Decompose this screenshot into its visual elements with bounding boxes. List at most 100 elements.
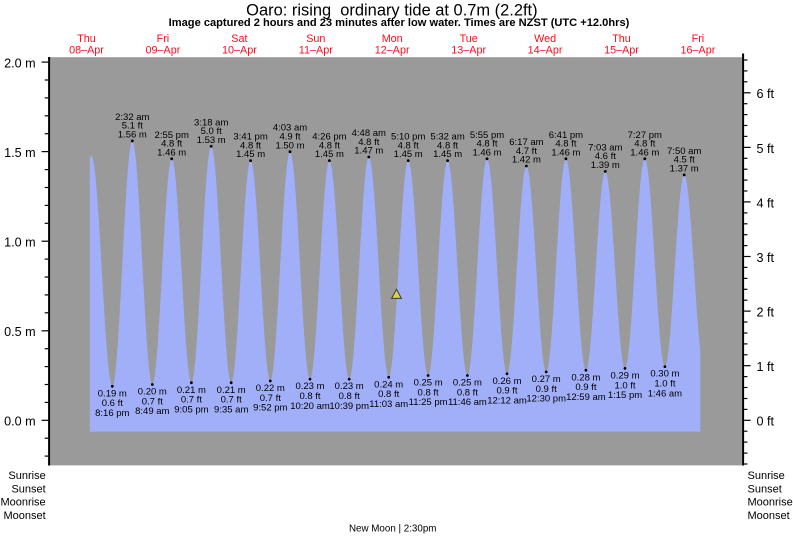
svg-text:Image captured 2 hours and 23: Image captured 2 hours and 23 minutes af…: [169, 17, 630, 29]
svg-text:0.8 ft: 0.8 ft: [457, 387, 478, 398]
svg-text:9:05 pm: 9:05 pm: [174, 404, 208, 415]
svg-text:0.9 ft: 0.9 ft: [575, 382, 596, 393]
svg-text:Sat: Sat: [231, 33, 247, 45]
svg-text:4.8 ft: 4.8 ft: [634, 139, 655, 150]
svg-text:0.19 m: 0.19 m: [98, 388, 127, 399]
svg-text:4.8 ft: 4.8 ft: [476, 139, 497, 150]
svg-text:6:17 am: 6:17 am: [509, 137, 543, 148]
svg-text:Sunset: Sunset: [11, 483, 45, 495]
svg-text:9:35 am: 9:35 am: [214, 404, 248, 415]
svg-text:0.29 m: 0.29 m: [610, 371, 639, 382]
svg-text:Moonrise: Moonrise: [0, 497, 45, 509]
svg-text:4 ft: 4 ft: [757, 196, 775, 210]
svg-text:0.30 m: 0.30 m: [650, 369, 679, 380]
svg-text:0.0 m: 0.0 m: [4, 415, 36, 429]
svg-text:0.23 m: 0.23 m: [295, 381, 324, 392]
svg-text:1.46 m: 1.46 m: [157, 147, 186, 158]
svg-text:1.46 m: 1.46 m: [551, 147, 580, 158]
svg-text:4.8 ft: 4.8 ft: [240, 140, 261, 151]
svg-text:Moonrise: Moonrise: [748, 497, 793, 509]
svg-text:12:59 am: 12:59 am: [566, 392, 606, 403]
svg-text:Fri: Fri: [157, 33, 170, 45]
svg-text:4:03 am: 4:03 am: [273, 123, 307, 134]
svg-text:0.5 m: 0.5 m: [4, 325, 36, 339]
svg-text:4.6 ft: 4.6 ft: [595, 151, 616, 162]
svg-text:3 ft: 3 ft: [757, 251, 775, 265]
svg-text:8:49 am: 8:49 am: [135, 406, 169, 417]
svg-text:Thu: Thu: [612, 33, 631, 45]
svg-text:1.37 m: 1.37 m: [670, 164, 699, 175]
svg-text:1.56 m: 1.56 m: [118, 130, 147, 141]
svg-text:0.8 ft: 0.8 ft: [339, 391, 360, 402]
svg-text:0.7 ft: 0.7 ft: [221, 395, 242, 406]
svg-text:0.26 m: 0.26 m: [492, 376, 521, 387]
svg-text:9:52 pm: 9:52 pm: [253, 403, 287, 414]
svg-text:4.8 ft: 4.8 ft: [358, 137, 379, 148]
svg-text:0.20 m: 0.20 m: [138, 387, 167, 398]
svg-text:Wed: Wed: [534, 33, 556, 45]
svg-text:4.7 ft: 4.7 ft: [516, 146, 537, 157]
svg-text:5 ft: 5 ft: [757, 142, 775, 156]
svg-text:Sunset: Sunset: [748, 483, 782, 495]
svg-text:0.25 m: 0.25 m: [453, 378, 482, 389]
svg-text:0.24 m: 0.24 m: [374, 379, 403, 390]
svg-text:0.21 m: 0.21 m: [177, 385, 206, 396]
svg-text:14–Apr: 14–Apr: [528, 45, 563, 57]
svg-text:4.8 ft: 4.8 ft: [319, 140, 340, 151]
svg-text:5:32 am: 5:32 am: [430, 132, 464, 143]
svg-text:New Moon | 2:30pm: New Moon | 2:30pm: [349, 524, 437, 535]
svg-text:12:12 am: 12:12 am: [487, 395, 527, 406]
svg-text:10:39 pm: 10:39 pm: [329, 401, 369, 412]
svg-text:1.45 m: 1.45 m: [236, 149, 265, 160]
svg-text:1:15 pm: 1:15 pm: [608, 390, 642, 401]
svg-text:Moonset: Moonset: [748, 510, 790, 522]
svg-text:10:20 am: 10:20 am: [290, 401, 330, 412]
svg-text:4.8 ft: 4.8 ft: [437, 140, 458, 151]
svg-text:Fri: Fri: [692, 33, 705, 45]
svg-text:4.8 ft: 4.8 ft: [161, 139, 182, 150]
svg-text:1.45 m: 1.45 m: [433, 149, 462, 160]
svg-text:6 ft: 6 ft: [757, 87, 775, 101]
svg-text:3:18 am: 3:18 am: [194, 117, 228, 128]
svg-text:8:16 pm: 8:16 pm: [95, 408, 129, 419]
svg-text:7:03 am: 7:03 am: [588, 142, 622, 153]
svg-text:4:48 am: 4:48 am: [352, 128, 386, 139]
svg-text:0.9 ft: 0.9 ft: [496, 386, 517, 397]
svg-text:1 ft: 1 ft: [757, 360, 775, 374]
svg-text:0.22 m: 0.22 m: [256, 383, 285, 394]
svg-text:4.9 ft: 4.9 ft: [279, 132, 300, 143]
svg-text:Sun: Sun: [306, 33, 325, 45]
svg-text:7:50 am: 7:50 am: [667, 146, 701, 157]
svg-text:11:46 am: 11:46 am: [448, 397, 487, 408]
svg-text:11:25 pm: 11:25 pm: [409, 397, 448, 408]
svg-text:12:30 pm: 12:30 pm: [526, 394, 566, 405]
svg-text:Sunrise: Sunrise: [748, 470, 785, 482]
svg-text:1:46 am: 1:46 am: [648, 388, 682, 399]
svg-text:0.8 ft: 0.8 ft: [378, 389, 399, 400]
svg-text:0.28 m: 0.28 m: [571, 372, 600, 383]
svg-text:1.47 m: 1.47 m: [354, 146, 383, 157]
svg-text:0.21 m: 0.21 m: [217, 385, 246, 396]
svg-text:08–Apr: 08–Apr: [69, 45, 104, 57]
svg-text:12–Apr: 12–Apr: [375, 45, 410, 57]
svg-text:0.7 ft: 0.7 ft: [260, 393, 281, 404]
svg-text:1.0 ft: 1.0 ft: [614, 380, 635, 391]
svg-text:Sunrise: Sunrise: [8, 470, 45, 482]
svg-text:15–Apr: 15–Apr: [604, 45, 639, 57]
svg-text:Thu: Thu: [77, 33, 96, 45]
svg-text:4.8 ft: 4.8 ft: [555, 139, 576, 150]
svg-text:1.0 ft: 1.0 ft: [654, 379, 675, 390]
svg-text:Oaro: rising ordinary tide at: Oaro: rising ordinary tide at 0.7m (2.2f…: [246, 1, 537, 19]
svg-text:5:55 pm: 5:55 pm: [470, 130, 504, 141]
svg-text:2:32 am: 2:32 am: [115, 112, 149, 123]
svg-text:10–Apr: 10–Apr: [222, 45, 257, 57]
svg-text:0.7 ft: 0.7 ft: [142, 396, 163, 407]
svg-text:0.9 ft: 0.9 ft: [536, 384, 557, 395]
svg-text:0.23 m: 0.23 m: [335, 381, 364, 392]
svg-text:2 ft: 2 ft: [757, 306, 775, 320]
svg-text:6:41 pm: 6:41 pm: [549, 130, 583, 141]
svg-text:16–Apr: 16–Apr: [680, 45, 715, 57]
svg-text:0.8 ft: 0.8 ft: [299, 391, 320, 402]
svg-text:0.7 ft: 0.7 ft: [181, 395, 202, 406]
svg-text:1.53 m: 1.53 m: [197, 135, 226, 146]
